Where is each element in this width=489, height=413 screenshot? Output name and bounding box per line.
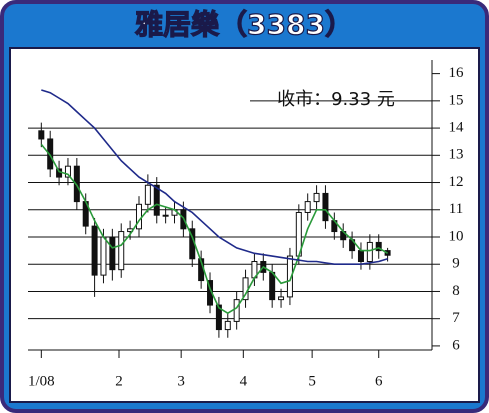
x-tick-label: 1/08 xyxy=(28,373,55,389)
y-tick-label: 9 xyxy=(452,256,460,272)
candle-body xyxy=(278,296,285,301)
y-tick-label: 14 xyxy=(449,120,465,136)
candle-body xyxy=(313,192,320,203)
candle-body xyxy=(144,184,151,205)
x-tick-label: 2 xyxy=(115,373,123,389)
y-tick-label: 6 xyxy=(452,337,460,353)
candle-body xyxy=(357,250,364,263)
y-tick-label: 15 xyxy=(449,92,464,108)
y-tick-label: 11 xyxy=(449,201,463,217)
y-tick-label: 16 xyxy=(449,65,465,81)
candle-body xyxy=(215,304,222,331)
moving-average xyxy=(41,89,388,266)
candle-body xyxy=(366,241,373,263)
y-tick-label: 12 xyxy=(449,174,464,190)
y-tick-label: 10 xyxy=(449,228,464,244)
candle-body xyxy=(73,165,80,203)
candle-body xyxy=(109,236,116,271)
y-tick-label: 8 xyxy=(452,283,460,299)
candle-body xyxy=(100,236,107,276)
candle-body xyxy=(233,299,240,322)
candle-body xyxy=(375,241,382,252)
y-tick-label: 7 xyxy=(452,310,460,326)
candle-body xyxy=(304,201,311,213)
x-tick-label: 5 xyxy=(308,373,316,389)
x-tick-label: 3 xyxy=(177,373,185,389)
candle-body xyxy=(64,165,71,178)
candle-body xyxy=(224,320,231,331)
y-tick-label: 13 xyxy=(449,147,464,163)
x-tick-label: 6 xyxy=(375,373,383,389)
candle-body xyxy=(47,138,54,170)
candle-body xyxy=(322,192,329,222)
chart-title: 雅居樂（3383） xyxy=(135,8,353,41)
candle-body xyxy=(38,130,45,140)
candle-body xyxy=(91,225,98,276)
x-tick-label: 4 xyxy=(240,373,248,389)
candle-body xyxy=(286,255,293,298)
candle-body xyxy=(153,184,160,216)
candle-body xyxy=(162,214,169,217)
candle-body xyxy=(269,271,276,301)
candle-body xyxy=(135,203,142,230)
moving-average xyxy=(40,143,389,315)
annotation: 收市：9.33 元 xyxy=(277,89,395,110)
candle-body xyxy=(118,231,125,271)
